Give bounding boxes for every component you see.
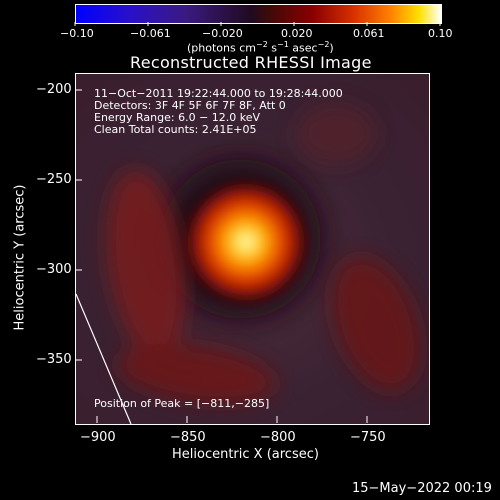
y-axis-title: Heliocentric Y (arcsec) (12, 184, 28, 331)
units-text: s (267, 41, 278, 55)
colorbar-tick-label: 0.061 (353, 27, 385, 40)
colorbar-tick-label: −0.020 (202, 27, 243, 40)
info-line: Detectors: 3F 4F 5F 6F 7F 8F, Att 0 (94, 99, 286, 112)
rhessi-image (75, 73, 430, 425)
units-exp: −2 (255, 40, 268, 49)
y-tick-label: −300 (36, 262, 72, 277)
units-text: asec (288, 41, 318, 55)
x-tick-label: −900 (80, 430, 116, 445)
units-text: ) (329, 41, 334, 55)
y-tick-label: −200 (36, 82, 72, 97)
colorbar-units: (photons cm−2 s−1 asec−2) (187, 40, 334, 55)
image-title: Reconstructed RHESSI Image (130, 53, 372, 72)
colorbar-tick-label: −0.061 (130, 27, 171, 40)
colorbar-tick-label: 0.020 (281, 27, 313, 40)
units-exp: −2 (317, 40, 330, 49)
colorbar-tick-label: −0.10 (60, 27, 94, 40)
rhessi-map (76, 74, 429, 424)
colorbar (75, 4, 442, 24)
info-line: 11−Oct−2011 19:22:44.000 to 19:28:44.000 (94, 87, 343, 100)
image-info: 11−Oct−2011 19:22:44.000 to 19:28:44.000… (94, 88, 343, 136)
info-line: Energy Range: 6.0 − 12.0 keV (94, 111, 261, 124)
units-text: (photons cm (187, 41, 256, 55)
x-tick-label: −750 (350, 430, 386, 445)
peak-position: Position of Peak = [−811,−285] (94, 397, 270, 410)
x-tick-label: −850 (170, 430, 206, 445)
x-tick-label: −800 (260, 430, 296, 445)
units-exp: −1 (277, 40, 289, 49)
x-axis-title: Heliocentric X (arcsec) (172, 447, 319, 462)
y-tick-label: −350 (36, 352, 72, 367)
y-tick-label: −250 (36, 172, 72, 187)
info-line: Clean Total counts: 2.41E+05 (94, 123, 257, 136)
colorbar-ticks (74, 22, 441, 26)
footer-timestamp: 15−May−2022 00:19 (352, 481, 492, 496)
colorbar-tick-label: 0.10 (428, 27, 453, 40)
